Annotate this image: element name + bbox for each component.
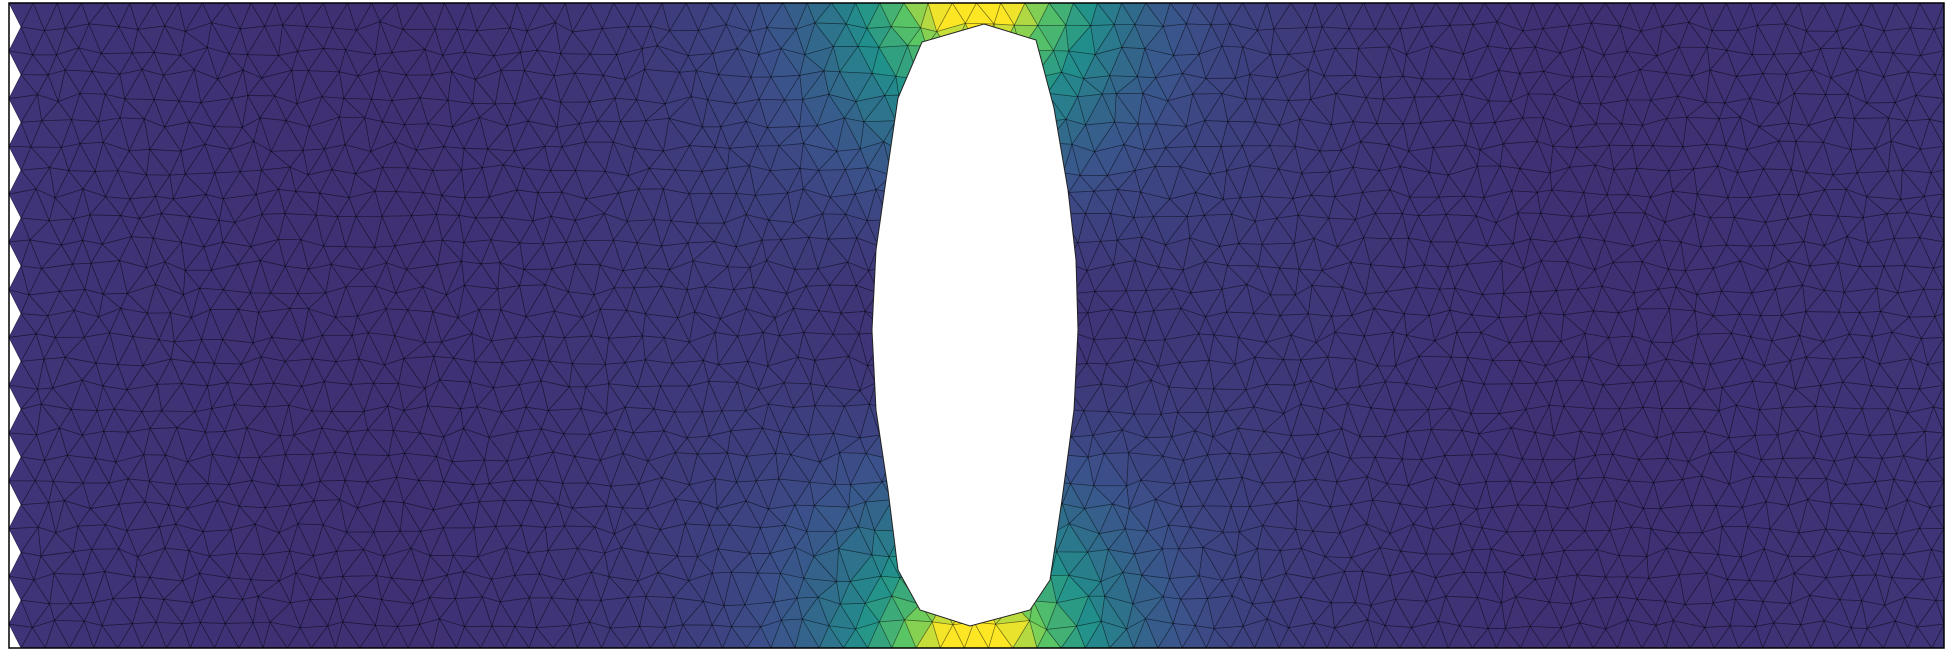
field-layer [9, 3, 1944, 648]
hole-cutout [871, 23, 1079, 627]
